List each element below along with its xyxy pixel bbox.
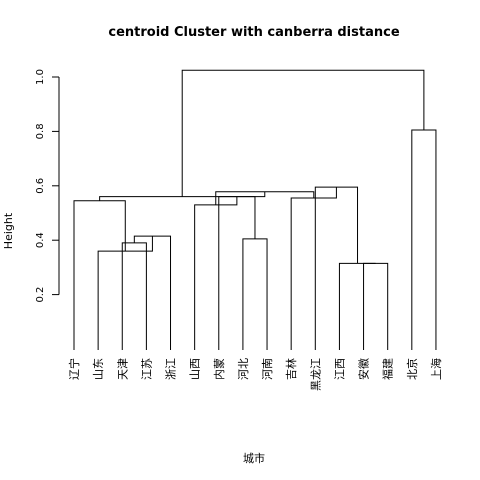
- dendrogram-links: [73, 69, 437, 350]
- leaf-label: 河北: [237, 358, 250, 380]
- merge-link-c1: [363, 262, 389, 350]
- leaf-label: 上海: [429, 358, 443, 380]
- y-tick-label: 1.0: [35, 69, 46, 85]
- merge-link-c6: [242, 238, 268, 350]
- leaf-label: 安徽: [357, 358, 371, 380]
- merge-link-c14: [411, 129, 437, 350]
- leaf-label: 福建: [381, 358, 395, 380]
- merge-link-c11: [290, 187, 337, 350]
- y-tick-label: 0.8: [35, 123, 46, 139]
- y-tick-label: 0.2: [35, 287, 46, 303]
- leaf-label: 黑龙江: [309, 358, 322, 391]
- merge-link-c15: [181, 69, 425, 197]
- merge-link-c9: [194, 196, 238, 350]
- leaf-label: 江西: [333, 358, 346, 380]
- leaf-label: 北京: [405, 358, 419, 380]
- leaf-label: 河南: [261, 358, 274, 380]
- y-tick-label: 0.4: [35, 232, 46, 248]
- merge-link-c2: [338, 262, 376, 350]
- merge-link-c5: [97, 236, 153, 350]
- chart-title: centroid Cluster with canberra distance: [108, 25, 399, 40]
- x-axis-label: 城市: [243, 451, 265, 465]
- y-axis-label: Height: [2, 212, 15, 249]
- leaf-label: 山东: [92, 358, 105, 380]
- leaf-label: 江苏: [140, 358, 153, 380]
- leaf-label: 浙江: [165, 358, 178, 380]
- merge-link-c4: [133, 235, 172, 350]
- leaf-label: 吉林: [284, 358, 298, 380]
- merge-link-c10: [314, 186, 359, 350]
- y-tick-label: 0.6: [35, 178, 46, 194]
- leaf-label: 内蒙: [212, 358, 226, 380]
- y-axis: 0.2 0.4 0.6 0.8 1.0: [35, 69, 60, 303]
- leaf-label: 天津: [116, 358, 129, 380]
- leaf-labels: 辽宁 山东 天津 江苏 浙江 山西 内蒙 河北 河南 吉林 黑龙江 江西 安徽 福建 北京 上海: [67, 358, 443, 391]
- merge-link-c3: [121, 242, 147, 350]
- leaf-label: 辽宁: [67, 358, 81, 380]
- merge-link-c8: [218, 196, 256, 350]
- merge-link-c7: [73, 200, 126, 350]
- leaf-label: 山西: [189, 358, 202, 380]
